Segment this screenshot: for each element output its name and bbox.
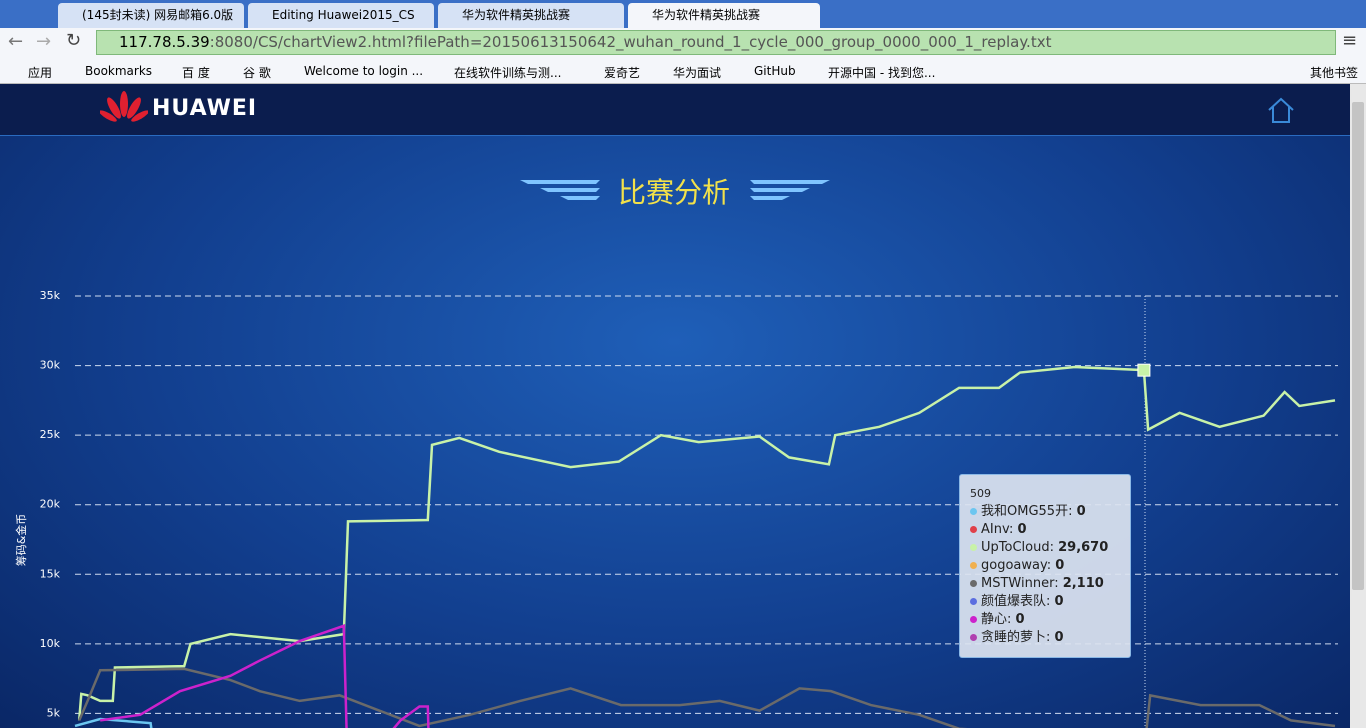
tooltip-value: 0 [1017,522,1027,537]
separator: : [1068,504,1077,519]
tooltip-row: MSTWinner: 2,110 [970,575,1120,593]
tooltip-value: 0 [1054,594,1064,609]
tooltip-value: 0 [1076,504,1086,519]
bookmark[interactable]: 爱奇艺 [604,66,641,80]
legend-name: AInv [981,522,1009,537]
tooltip-value: 0 [1055,558,1065,573]
tooltip-value: 0 [1015,612,1025,627]
bookmark[interactable]: 华为面试 [673,66,722,80]
bookmarks-bar [0,58,1366,84]
bookmark[interactable]: 百 度 [182,66,210,80]
logo-icon [100,91,148,122]
legend-name: MSTWinner [981,576,1055,591]
legend-dot [970,526,977,533]
forward-button[interactable]: → [36,31,52,52]
legend-name: gogoaway [981,558,1047,573]
legend-name: 颜值爆表队 [981,594,1047,609]
tooltip-row: 贪睡的萝卜: 0 [970,629,1120,647]
bookmark[interactable]: 开源中国 - 找到您... [828,66,936,80]
legend-dot [970,616,977,623]
tab-active[interactable]: 华为软件精英挑战赛 [628,3,820,28]
chart: 比赛分析 筹码&金币 5k 10k 15k 20k 25k 30k 35k [14,176,1338,728]
y-tick-label: 25k [40,428,61,441]
title-wings [520,180,830,200]
separator: : [1008,522,1018,537]
separator: : [1049,540,1059,555]
tooltip-x: 509 [970,487,991,500]
tooltip-row: gogoaway: 0 [970,557,1120,575]
home-button[interactable] [1266,96,1296,124]
url-host: 117.78.5.39 [119,33,210,51]
legend-name: UpToCloud [981,540,1050,555]
separator: : [1046,558,1056,573]
separator: : [1046,630,1055,645]
legend-name: 静心 [981,612,1008,627]
site-header [0,84,1350,136]
separator: : [1054,576,1063,591]
y-tick-label: 30k [40,359,61,372]
series-line [77,365,1336,721]
url-path: :8080/CS/chartView2.html?filePath=201506… [209,33,1052,51]
chart-title: 比赛分析 [618,176,730,209]
menu-button[interactable]: ≡ [1342,30,1358,51]
legend-name: 贪睡的萝卜 [981,630,1047,645]
legend-dot [970,544,977,551]
tab[interactable]: 华为软件精英挑战赛 [438,3,624,28]
reload-button[interactable]: ↻ [66,30,82,51]
y-tick-label: 35k [40,289,61,302]
back-button[interactable]: ← [8,31,24,52]
address-bar[interactable]: 117.78.5.39:8080/CS/chartView2.html?file… [96,30,1336,55]
legend-dot [970,562,977,569]
legend-name: 我和OMG55开 [981,504,1069,519]
separator: : [1046,594,1055,609]
bookmark[interactable]: 在线软件训练与测... [454,66,562,80]
legend-dot [970,598,977,605]
bookmark[interactable]: Welcome to login ... [304,64,424,78]
tab[interactable]: Editing Huawei2015_CS [248,3,434,28]
logo-text: HUAWEI [152,96,258,121]
y-axis-label: 筹码&金币 [14,514,28,567]
bookmark[interactable]: 应用 [28,66,53,80]
tooltip-row: 我和OMG55开: 0 [970,503,1120,521]
y-tick-label: 20k [40,498,61,511]
legend-dot [970,508,977,515]
tooltip-row: 颜值爆表队: 0 [970,593,1120,611]
tooltip-row: 静心: 0 [970,611,1120,629]
legend-dot [970,580,977,587]
tab[interactable]: (145封未读) 网易邮箱6.0版 [58,3,244,28]
legend-dot [970,634,977,641]
y-tick-label: 10k [40,637,61,650]
tooltip-value: 2,110 [1062,576,1104,591]
tab-bar: (145封未读) 网易邮箱6.0版 Editing Huawei2015_CS … [0,0,1366,28]
bookmark[interactable]: GitHub [754,64,796,78]
separator: : [1007,612,1016,627]
tooltip-row: UpToCloud: 29,670 [970,539,1120,557]
bookmark[interactable]: 谷 歌 [243,66,271,80]
bookmark[interactable]: Bookmarks [85,64,153,78]
page-content: 比赛分析 筹码&金币 5k 10k 15k 20k 25k 30k 35k [0,84,1350,728]
bookmark-folder[interactable]: 其他书签 [1310,66,1359,80]
hover-marker [1137,363,1151,377]
series-line [100,624,430,728]
series-line [78,667,1336,728]
tooltip-row: AInv: 0 [970,521,1120,539]
series-line [74,717,153,728]
tooltip-value: 29,670 [1058,540,1109,555]
y-tick-label: 15k [40,567,61,580]
tooltip-value: 0 [1054,630,1064,645]
scrollbar-thumb[interactable] [1352,102,1364,590]
y-tick-label: 5k [47,706,61,719]
tooltip: 509 我和OMG55开: 0 AInv: 0 UpToCloud: 29,670 go… [959,474,1131,658]
